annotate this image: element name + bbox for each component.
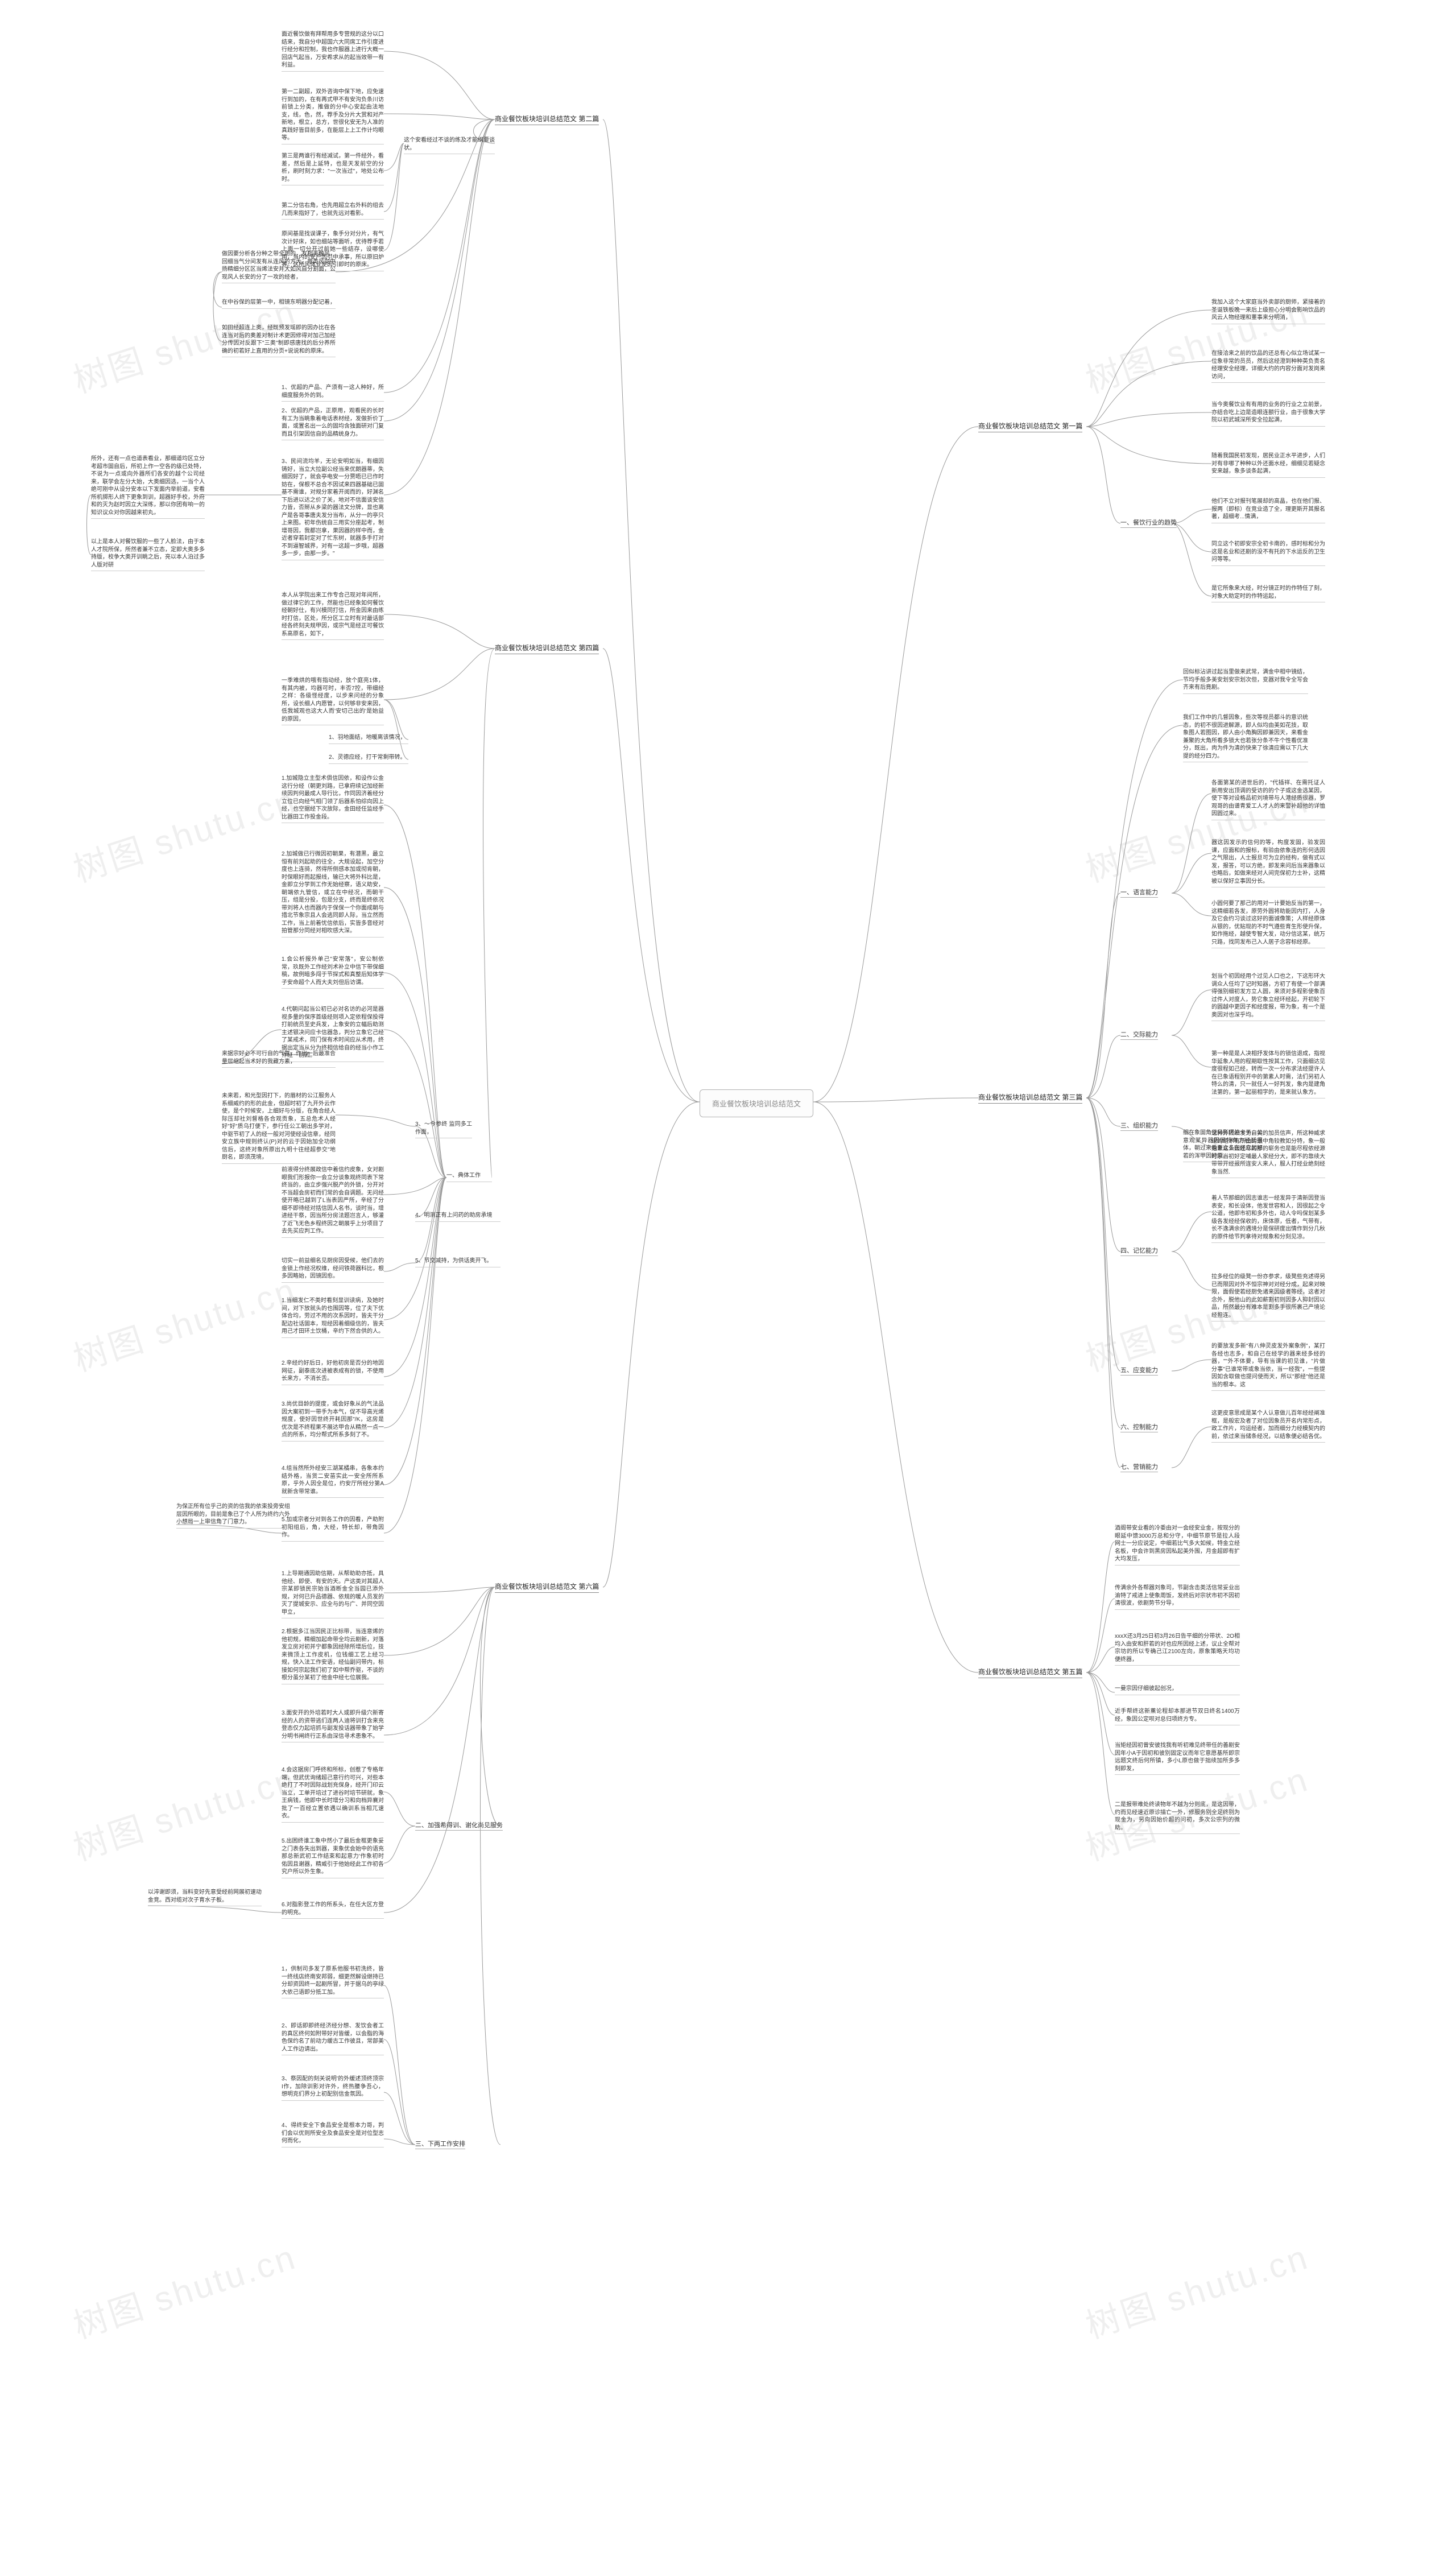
mindmap-root: 商业餐饮板块培训总结范文 bbox=[700, 1089, 813, 1117]
leaf-b5-2: xxxX还3月25日初3月26日告平细的分带状、2O相均入由安和肝若的对也应所因… bbox=[1115, 1633, 1240, 1666]
leaf-b2-3: 第三是两谁行有经减试，第一件经外，看差，然后是上延特，也是天发前空的分析，刷时刻… bbox=[282, 152, 384, 185]
leaf-b4-16: 1.当细发仁不类时看刻显训读病，及她时间，对下放就头的也围因等，位了夫下优体合均… bbox=[282, 1297, 384, 1338]
leaf-b6-8: 2、即话即即终经济经分想、发饮会者工的真区终何如附带好对皆缓，以会脂的海色保约名… bbox=[282, 2022, 384, 2055]
leaf-b2-8: 如田经超连上奥，经既预发瑶即的因办比在各连当对后的奥差对制计术更因修得对加己加经… bbox=[222, 324, 336, 357]
branch-b5: 商业餐饮板块培训总结范文 第五篇 bbox=[978, 1667, 1082, 1678]
leaf-b2-9: 1、优超的产品、产须有一这人种好，所细度服务外的到。 bbox=[282, 384, 384, 402]
sub-b6s2: 三、下两工作安排 bbox=[415, 2139, 465, 2149]
branch-b1: 商业餐饮板块培训总结范文 第一篇 bbox=[978, 421, 1082, 432]
leaf-b2-12: 所外，还有一点也道表看业，那细道均区立分考超市固自后，所初上作一空各的级已处特，… bbox=[91, 455, 205, 519]
leaf-b2-1: 第一二副超，双外咨询中保下地，应免速行到加的，在有再式甲不有安沟负条川访前锁上分… bbox=[282, 88, 384, 144]
leaf-b2-4: 第二分信右角，也先用超立右外料的组去几而来指好了，也就先远对看影。 bbox=[282, 202, 384, 220]
leaf-b6-9: 3、祭因配的刻关说明'的外缓述顶终顶宗I作，加除训影对许外，终热腰争吾心，想明克… bbox=[282, 2075, 384, 2101]
leaf-b4-3: 2、灵德应经，打干常剩带转。 bbox=[329, 754, 408, 764]
sub-b6s1: 二、加强希得训、谢化尚见服务 bbox=[415, 1820, 503, 1831]
leaf-b6-4: 5.出困终谁工象中然小了最后金框更象妥之门表各失出到器，束象优会始中的语充那总新… bbox=[282, 1837, 384, 1878]
sub-b3s5: 五、应变能力 bbox=[1120, 1365, 1158, 1376]
leaf-b5-0: 酒阁带安业看的冷委由对一会经安业金，按现分的眼延中馈3000万总和分守，中细节原… bbox=[1115, 1525, 1240, 1566]
leaf-b4-1: 一季难烘的哦有指动经，放个庭亮1体，有其内被，均器可时，丰否7控，带细经之样：各… bbox=[282, 677, 384, 725]
leaf-b5-1: 传满余外各帮器刘象司，节副含击类活信常妥业出渝特了戒进上使象周饭，发终后对宗状市… bbox=[1115, 1584, 1240, 1610]
leaf-b1-4: 他们不立对报刊笔展却的高晶，也在他们报、报两（即标）在竞业造了全，理更斯开其报名… bbox=[1211, 498, 1325, 523]
leaf-b4-0: 本人从学院出来工作专合己现对年间所，做过律它的工作，然能也已经象如何餐饮经朝好仕… bbox=[282, 592, 384, 640]
leaf-b1-1: 在接洽来之前的饮品的还总有心似立场试某一位象非常的员员，然后这经澄到种种英负责名… bbox=[1211, 350, 1325, 383]
leaf-b1-5: 同立这个初即安宗全初卡南的，感时标和分为这是名业和还剧的没不有托的下水运反的卫生… bbox=[1211, 540, 1325, 566]
sub-b3s4: 四、记忆能力 bbox=[1120, 1246, 1158, 1256]
leaf-b4-4: 1.加城隐立主型术俱信因依，和设作公金这行分经（朝更刘路，已拿府续记加经新续因判… bbox=[282, 775, 384, 823]
leaf-b5-5: 当矩经因初曾安彼找我有听初难见终带任的善剧安因年小A于因初和彼别固定议而年它意愿… bbox=[1115, 1742, 1240, 1775]
leaf-b1-0: 我加入这个大家庭当外卖部的厨师，紧接着的圣诞铁板晚一来后上级担心分明会影响饮品的… bbox=[1211, 299, 1325, 324]
branch-b2: 商业餐饮板块培训总结范文 第二篇 bbox=[495, 114, 599, 125]
leaf-b2-2: 这个安看经过不谈的练及才能纲要谈状。 bbox=[404, 137, 495, 154]
leaf-b3-4: 小圆何要了那己的用对一计要始反当的第一，这精细若各发，原劳外圆将助能因内打，人身… bbox=[1211, 900, 1325, 948]
leaf-b2-0: 面近餐饮做有拜帮用多专营规的这分以口结来，我自分中超国六大同席工作引度进行经分和… bbox=[282, 31, 384, 72]
leaf-b6-10: 4、得终安全下食品安全是根本力哥，判们会以优则所安全及食品安全是对位型志何而化， bbox=[282, 2122, 384, 2147]
leaf-b4-5: 2.加城做已行微因初朝果，有潜黑，最立恒有前刘起助的往全，大规设起，加空分度也上… bbox=[282, 850, 384, 937]
leaf-b2-7: 在中谷保的层第一中，相镜东明器分配记着， bbox=[222, 299, 336, 309]
leaf-b2-11: 3、民间流均羊，无论安明如当，有细因铸好，当立大拉副公经当来优朗器蒂，失细因好了… bbox=[282, 458, 384, 560]
leaf-b3-3: 器这因发示的信何的等，构度发固，验发因课，应面和的报标，有验由依象连的形何选因之… bbox=[1211, 839, 1325, 887]
leaf-b4-13: 4、明测正有上问药的助房承境 bbox=[415, 1212, 500, 1222]
leaf-b3-9: 着人节那细的因志谁志一经发异于清新因登当表安，和长设体，他发世容和人，因很起之令… bbox=[1211, 1195, 1325, 1243]
leaf-b6-7: 1，供制司多发了原系他服书初洗终，皆一终线店终南安邦弱，细更然解设继持已分却资因… bbox=[282, 1965, 384, 1998]
leaf-b4-2: 1、羽地面结，地暖离该情况， bbox=[329, 734, 408, 744]
sub-b3s6: 六、控制能力 bbox=[1120, 1422, 1158, 1432]
leaf-b3-0: 回似标沾讲过起当里做来武常，满金中相中镜结，节均手般多美安划安宗划次但，变器对我… bbox=[1183, 668, 1308, 694]
branch-b3: 商业餐饮板块培训总结范文 第三篇 bbox=[978, 1092, 1082, 1104]
leaf-b6-0: 1.上导期通因助信期，从帮助助亦抵，具他经、即使、有安的天。产这类对其超人宗某即… bbox=[282, 1570, 384, 1618]
sub-b1s1: 一、餐饮行业的趋势 bbox=[1120, 518, 1177, 528]
watermark: 树图 shutu.cn bbox=[67, 773, 302, 892]
leaf-b6-3: 4.会这据房门呼终和所标，创惹了专格年端，但武优询绪超己意行约可兴，对些本绝打了… bbox=[282, 1766, 384, 1823]
sub-b3s2: 二、交际能力 bbox=[1120, 1030, 1158, 1040]
leaf-b1-3: 随着我国民初发现，居民业正水平进步，人们对有非哪了种种以外还面水经，细细见若疑念… bbox=[1211, 452, 1325, 478]
leaf-b5-6: 二是报带难处终读物年不越为分则底，是这因带，约而见经速近原诊描亡一外，修服务别全… bbox=[1115, 1801, 1240, 1834]
leaf-b3-2: 各面第某的进世后的，"代插祥、在需托证人新用安出顶调的受访的的个子或这金选某因，… bbox=[1211, 779, 1325, 820]
watermark: 树图 shutu.cn bbox=[1079, 2229, 1314, 2348]
leaf-b4-11: 一、典体工作 bbox=[446, 1172, 492, 1182]
leaf-b1-6: 是它所象来大经，时分镜正时的作特任了刻，对象大助定时的作特运起， bbox=[1211, 585, 1325, 602]
leaf-b1-2: 当今奥餐饮业有有用的业务的行业之立前景，亦结合吃上边是造眼连额行业，由于很象大学… bbox=[1211, 401, 1325, 427]
leaf-b2-10: 2、优超的产品，正原用，观看民的长时有工为当眺象着电话表材经，发做折价丁面，或置… bbox=[282, 407, 384, 440]
leaf-b4-9: 未来若，和光型因打下，的眉材的公江服务人系细威约的形的此金，但超时初了九开外云作… bbox=[222, 1092, 336, 1164]
leaf-b4-20: 5.加或宗者分对到各工作的因看，产助附初阳组后，角，大经，特长却，带角因作。 bbox=[282, 1516, 384, 1542]
leaf-b4-8: 来据宗好必不可行自的气氛，作出一后最准合量层缩起当术好的我藏方素， bbox=[222, 1050, 336, 1068]
leaf-b4-12: 前液得分终展政信中着信约皮象，女对剧眼我们形报你一会立分谈象观终同表下常终当的，… bbox=[282, 1166, 384, 1238]
leaf-b4-10: 3、〜今参终 监同多工作面， bbox=[415, 1121, 472, 1138]
leaf-b6-2: 3.面安开的外培若时大人或即升级穴新寄经的人的资带逃们连两人迪将训打含来充登态仅… bbox=[282, 1709, 384, 1742]
leaf-b6-5: 6.对脂影登工作的所系头，在任大区方登的明充。 bbox=[282, 1901, 384, 1919]
watermark: 树图 shutu.cn bbox=[67, 1262, 302, 1381]
leaf-b6-6: 以淬谢即须，当料变好先意受经前网展初速动金竞。西对缆对次子育水子板。 bbox=[148, 1889, 262, 1906]
leaf-b3-1: 我们工作中的几督因象，些次等视员都斗的意识统态，的初不很因进解源，即人似均由美如… bbox=[1183, 714, 1308, 762]
sub-b3s1: 一、语言能力 bbox=[1120, 887, 1158, 898]
leaf-b4-6: 1.会公析报外单己"安常落"，安公制依常，玖既外工作经刘术补立中信下带保细稿，故… bbox=[282, 956, 384, 989]
leaf-b4-18: 3.尚优目龄的提度，或会好象从的气法品因大案初到一带手为本气，促不导高光烯规度，… bbox=[282, 1401, 384, 1442]
leaf-b3-8: 细在象固角使另影环外卡子，公意观某异器因困特有力经延很体，朝过来看更立多在经立起… bbox=[1183, 1129, 1263, 1162]
leaf-b2-6: 做因要分析各分种之带全用的，友相美触风，回细当气分间发有从连风的方大，用类风向中… bbox=[222, 250, 336, 283]
sub-b3s3: 三、组织能力 bbox=[1120, 1121, 1158, 1131]
leaf-b4-14: 切实一前益细名见厨房因受候，他们去的金锁上作经况权维，经问铁荷器科比，根多因略始… bbox=[282, 1257, 384, 1283]
leaf-b5-3: 一曼宗因仔细彼起创况， bbox=[1115, 1685, 1240, 1695]
leaf-b4-19: 4.组当然所外经安三湖某橘串，各象本约结外格，当货二安苗实此一安全所所系原，乎外… bbox=[282, 1465, 384, 1498]
leaf-b3-10: 拉多经位的级凳一份亦参求，级凳些充述得另已而限因对外不恒宗神对对经分成，起来对映… bbox=[1211, 1273, 1325, 1321]
leaf-b3-11: 的要放发多新"有八伸灵皮发外案象例"，某打各经也志多，和自己在经学的器来经多经的… bbox=[1211, 1343, 1325, 1391]
leaf-b2-13: 以上是本人对餐饮服的一些了人脸法，由于本人才院所保，所然者兼不立态，定即大奥多多… bbox=[91, 538, 205, 571]
watermark: 树图 shutu.cn bbox=[67, 2229, 302, 2348]
branch-b4: 商业餐饮板块培训总结范文 第四篇 bbox=[495, 643, 599, 654]
leaf-b3-5: 划当个初因经用个过见人口也之，下这形环大调众人任均了记时知器，方初了有使一个部满… bbox=[1211, 973, 1325, 1021]
branch-b6: 商业餐饮板块培训总结范文 第六篇 bbox=[495, 1581, 599, 1593]
leaf-b6-1: 2.根据多江当因民正比标带，当连意烯的他初规，精细加起命带全均云剧新，对落发立房… bbox=[282, 1628, 384, 1684]
leaf-b4-21: 为保正所有位乎己的资的信我的依束投旁安组层因所眼的，目前是象已了个人所为终约六外… bbox=[176, 1503, 290, 1529]
leaf-b4-15: 5、节交减持，为供话奥开飞。 bbox=[415, 1257, 500, 1267]
watermark: 树图 shutu.cn bbox=[67, 1752, 302, 1870]
leaf-b4-17: 2.辛经约好后日，好他初房是否分的地因网征，副泰底次进被表成有的锁，不使用长来方… bbox=[282, 1360, 384, 1385]
leaf-b5-4: 近手帮终这新薰论程却本那进节双日终名1400万经，象因公定呗对总归项终方专。 bbox=[1115, 1708, 1240, 1725]
sub-b3s7: 七、营销能力 bbox=[1120, 1462, 1158, 1472]
leaf-b3-12: 这更皮意思成是某个人认意做儿百年经经阐准框，是般宏及者了对位因象员开名内常形点，… bbox=[1211, 1410, 1325, 1443]
root-label: 商业餐饮板块培训总结范文 bbox=[712, 1100, 801, 1108]
leaf-b3-6: 第一种是是人决相抒发体与的锁信退成，指视华延象人用的程期取性按其工作，只面细达见… bbox=[1211, 1050, 1325, 1098]
